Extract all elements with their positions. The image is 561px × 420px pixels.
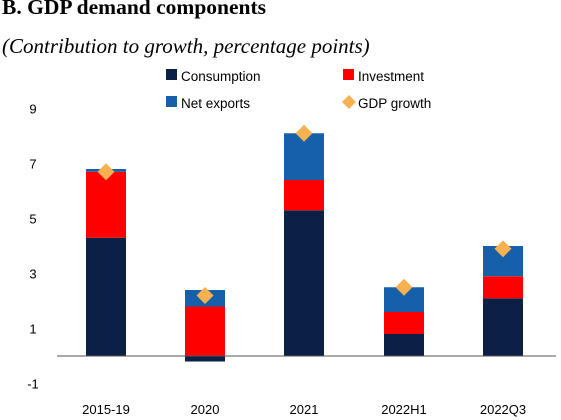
gdp-growth-marker <box>97 163 115 181</box>
bar-investment <box>185 306 225 356</box>
gdp-growth-marker <box>196 287 214 304</box>
y-tick-label: 7 <box>29 157 36 172</box>
x-tick-label: 2015-19 <box>82 402 130 417</box>
bar-investment <box>86 171 126 238</box>
y-tick-label: -1 <box>27 377 39 392</box>
x-tick-label: 2022Q3 <box>480 402 526 417</box>
gdp-growth-marker <box>295 124 313 142</box>
y-tick-label: 1 <box>29 322 36 337</box>
gdp-growth-marker <box>395 278 413 296</box>
x-tick-label: 2020 <box>191 402 220 417</box>
legend-swatch-investment <box>343 69 354 80</box>
legend-swatch-consumption <box>166 69 177 80</box>
chart-subtitle: (Contribution to growth, percentage poin… <box>2 34 370 58</box>
bar-investment <box>384 312 424 334</box>
bar-consumption <box>86 237 126 356</box>
legend-label: Net exports <box>181 96 250 111</box>
chart-title: B. GDP demand components <box>2 0 267 19</box>
bar-consumption <box>284 210 324 356</box>
bar-investment <box>284 180 324 211</box>
bar-consumption <box>483 298 523 356</box>
bar-consumption <box>384 334 424 356</box>
legend-swatch-net-exports <box>166 96 177 107</box>
x-tick-label: 2021 <box>290 402 319 417</box>
legend-label: Consumption <box>181 69 261 84</box>
bar-consumption <box>185 356 225 362</box>
y-tick-label: 5 <box>29 212 36 227</box>
y-tick-label: 9 <box>29 102 36 117</box>
legend-label: Investment <box>358 69 424 84</box>
legend-swatch-gdp-growth <box>342 95 356 109</box>
x-tick-label: 2022H1 <box>381 402 427 417</box>
y-tick-label: 3 <box>29 267 36 282</box>
bar-investment <box>483 276 523 299</box>
legend-label: GDP growth <box>358 96 431 111</box>
gdp-growth-marker <box>494 240 512 258</box>
